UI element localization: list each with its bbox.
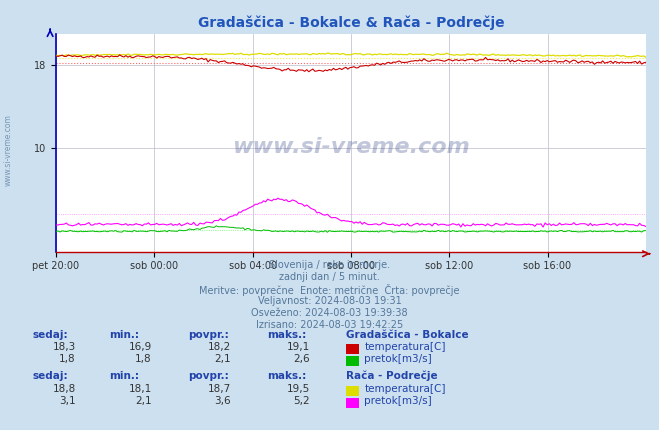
Text: temperatura[C]: temperatura[C]: [364, 342, 446, 353]
Text: 1,8: 1,8: [135, 354, 152, 364]
Text: 1,8: 1,8: [59, 354, 76, 364]
Text: 18,8: 18,8: [53, 384, 76, 394]
Text: Izrisano: 2024-08-03 19:42:25: Izrisano: 2024-08-03 19:42:25: [256, 320, 403, 330]
Text: 18,1: 18,1: [129, 384, 152, 394]
Text: 2,6: 2,6: [293, 354, 310, 364]
Text: Osveženo: 2024-08-03 19:39:38: Osveženo: 2024-08-03 19:39:38: [251, 308, 408, 318]
Text: sedaj:: sedaj:: [33, 329, 69, 340]
Text: min.:: min.:: [109, 371, 139, 381]
Text: 16,9: 16,9: [129, 342, 152, 353]
Text: maks.:: maks.:: [267, 329, 306, 340]
Text: maks.:: maks.:: [267, 371, 306, 381]
Text: www.si-vreme.com: www.si-vreme.com: [3, 114, 13, 187]
Text: Slovenija / reke in morje.: Slovenija / reke in morje.: [269, 260, 390, 270]
Text: 3,1: 3,1: [59, 396, 76, 406]
Text: 2,1: 2,1: [214, 354, 231, 364]
Text: 19,1: 19,1: [287, 342, 310, 353]
Text: 2,1: 2,1: [135, 396, 152, 406]
Text: 18,7: 18,7: [208, 384, 231, 394]
Title: Gradaščica - Bokalce & Rača - Podrečje: Gradaščica - Bokalce & Rača - Podrečje: [198, 16, 504, 31]
Text: Meritve: povprečne  Enote: metrične  Črta: povprečje: Meritve: povprečne Enote: metrične Črta:…: [199, 284, 460, 296]
Text: 19,5: 19,5: [287, 384, 310, 394]
Text: 18,3: 18,3: [53, 342, 76, 353]
Text: temperatura[C]: temperatura[C]: [364, 384, 446, 394]
Text: 3,6: 3,6: [214, 396, 231, 406]
Text: min.:: min.:: [109, 329, 139, 340]
Text: povpr.:: povpr.:: [188, 371, 229, 381]
Text: povpr.:: povpr.:: [188, 329, 229, 340]
Text: Rača - Podrečje: Rača - Podrečje: [346, 371, 438, 381]
Text: www.si-vreme.com: www.si-vreme.com: [232, 137, 470, 157]
Text: Veljavnost: 2024-08-03 19:31: Veljavnost: 2024-08-03 19:31: [258, 296, 401, 306]
Text: 5,2: 5,2: [293, 396, 310, 406]
Text: pretok[m3/s]: pretok[m3/s]: [364, 396, 432, 406]
Text: sedaj:: sedaj:: [33, 371, 69, 381]
Text: pretok[m3/s]: pretok[m3/s]: [364, 354, 432, 364]
Text: zadnji dan / 5 minut.: zadnji dan / 5 minut.: [279, 272, 380, 282]
Text: 18,2: 18,2: [208, 342, 231, 353]
Text: Gradaščica - Bokalce: Gradaščica - Bokalce: [346, 329, 469, 340]
